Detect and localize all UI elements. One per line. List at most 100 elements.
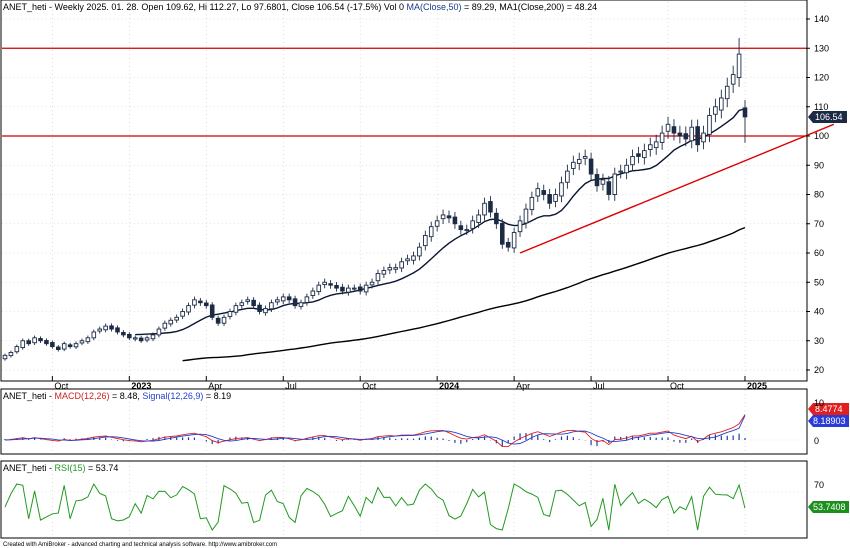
x-tick-label: Jul: [593, 381, 605, 391]
candle-body: [26, 340, 31, 345]
rsi-header: ANET_heti - RSI(15) = 53.74: [3, 463, 118, 473]
candle-body: [719, 97, 724, 111]
candle-body: [132, 337, 138, 340]
candle-body: [174, 316, 179, 321]
candle-body: [393, 267, 399, 270]
candle-body: [476, 214, 481, 223]
candle-body: [582, 156, 588, 159]
x-tick-label: Apr: [208, 381, 222, 391]
grid: [2, 2, 806, 537]
y-tick-label: 90: [814, 160, 824, 170]
candle-body: [322, 281, 327, 286]
candle-body: [363, 284, 369, 293]
candle-body: [280, 296, 286, 302]
y-axis-ticks: 140 130 120 110 100 90 80 70 60 50 40 30 20: [806, 14, 829, 375]
candle-body: [73, 343, 79, 348]
candle-body: [61, 343, 67, 350]
candle-body: [488, 201, 493, 213]
candle-body: [67, 344, 73, 348]
candle-body: [553, 194, 558, 202]
candle-body: [600, 179, 606, 185]
candle-body: [180, 311, 185, 317]
price-header-info: - Weekly 2025. 01. 28. Open 109.62, Hi 1…: [49, 2, 404, 12]
candle-body: [85, 337, 91, 343]
signal-tag-text: 8.18903: [813, 416, 846, 426]
candle-body: [79, 340, 85, 344]
y-tick-label: 130: [814, 43, 829, 53]
macd-series: [2, 414, 806, 448]
candle-body: [665, 123, 671, 132]
signal-value: = 8.19: [203, 391, 231, 401]
candle-body: [97, 328, 103, 332]
candle-body: [612, 173, 618, 195]
candle-body: [576, 158, 582, 164]
y-tick-label: 140: [814, 14, 829, 24]
candle-body: [464, 229, 470, 232]
candle-body: [618, 170, 623, 173]
price-tag-text: 106.54: [815, 112, 843, 122]
candle-body: [286, 296, 292, 301]
x-tick-label: 2024: [439, 381, 459, 391]
candle-body: [162, 322, 168, 329]
candle-body: [346, 287, 351, 293]
candle-body: [624, 164, 629, 174]
candle-body: [357, 286, 363, 292]
ma50-value: = 89.29,: [461, 2, 499, 12]
candle-body: [517, 220, 523, 233]
candle-body: [263, 308, 268, 314]
candle-body: [677, 132, 683, 137]
candle-body: [452, 216, 458, 225]
signal-line: [4, 415, 746, 445]
candle-body: [109, 325, 114, 330]
candle-body: [434, 220, 440, 227]
candle-body: [636, 153, 641, 157]
ma200-label: MA1(Close,200): [499, 2, 564, 12]
candle-body: [446, 215, 452, 219]
macd-tag-text: 8.4774: [815, 404, 843, 414]
candle-body: [340, 286, 345, 292]
candle-body: [186, 305, 191, 313]
candle-body: [144, 337, 150, 341]
candle-body: [55, 346, 61, 350]
candle-body: [316, 284, 322, 293]
y-tick-label: 30: [814, 336, 824, 346]
price-symbol: ANET_heti: [3, 2, 47, 12]
candle-body: [32, 337, 37, 344]
candle-body: [375, 273, 381, 282]
candle-body: [730, 74, 736, 85]
ma200-line: [182, 226, 746, 362]
x-axis-ticks: Oct 2023 Apr Jul Oct 2024 Apr Jul Oct 2025: [51, 376, 767, 391]
candle-body: [440, 214, 446, 220]
x-tick-label: 2023: [131, 381, 151, 391]
x-tick-label: Oct: [670, 381, 685, 391]
y-tick-label: 110: [814, 102, 828, 112]
candle-body: [405, 258, 410, 262]
x-tick-label: Apr: [516, 381, 530, 391]
candle-body: [565, 170, 570, 183]
candle-body: [209, 304, 215, 318]
y-tick-label: 40: [814, 307, 824, 317]
candle-body: [215, 317, 221, 324]
candle-body: [494, 212, 499, 225]
horizontal-levels: [2, 47, 806, 137]
candle-body: [511, 232, 517, 249]
macd-line: [4, 414, 746, 448]
candle-body: [334, 285, 339, 289]
candle-body: [292, 298, 298, 307]
candle-body: [156, 328, 162, 336]
candle-body: [387, 267, 393, 271]
candle-body: [38, 338, 43, 342]
rsi-symbol: ANET_heti: [3, 463, 47, 473]
candle-body: [647, 144, 653, 150]
candle-body: [304, 296, 310, 303]
candle-body: [683, 133, 689, 140]
signal-label: Signal(12,26,9): [142, 391, 203, 401]
candle-body: [298, 302, 304, 307]
moving-averages: [135, 108, 746, 362]
candle-body: [399, 261, 404, 269]
candle-body: [707, 115, 712, 135]
rsi-panel-frame: [0, 460, 808, 539]
candle-body: [428, 226, 434, 238]
candle-body: [630, 156, 635, 166]
